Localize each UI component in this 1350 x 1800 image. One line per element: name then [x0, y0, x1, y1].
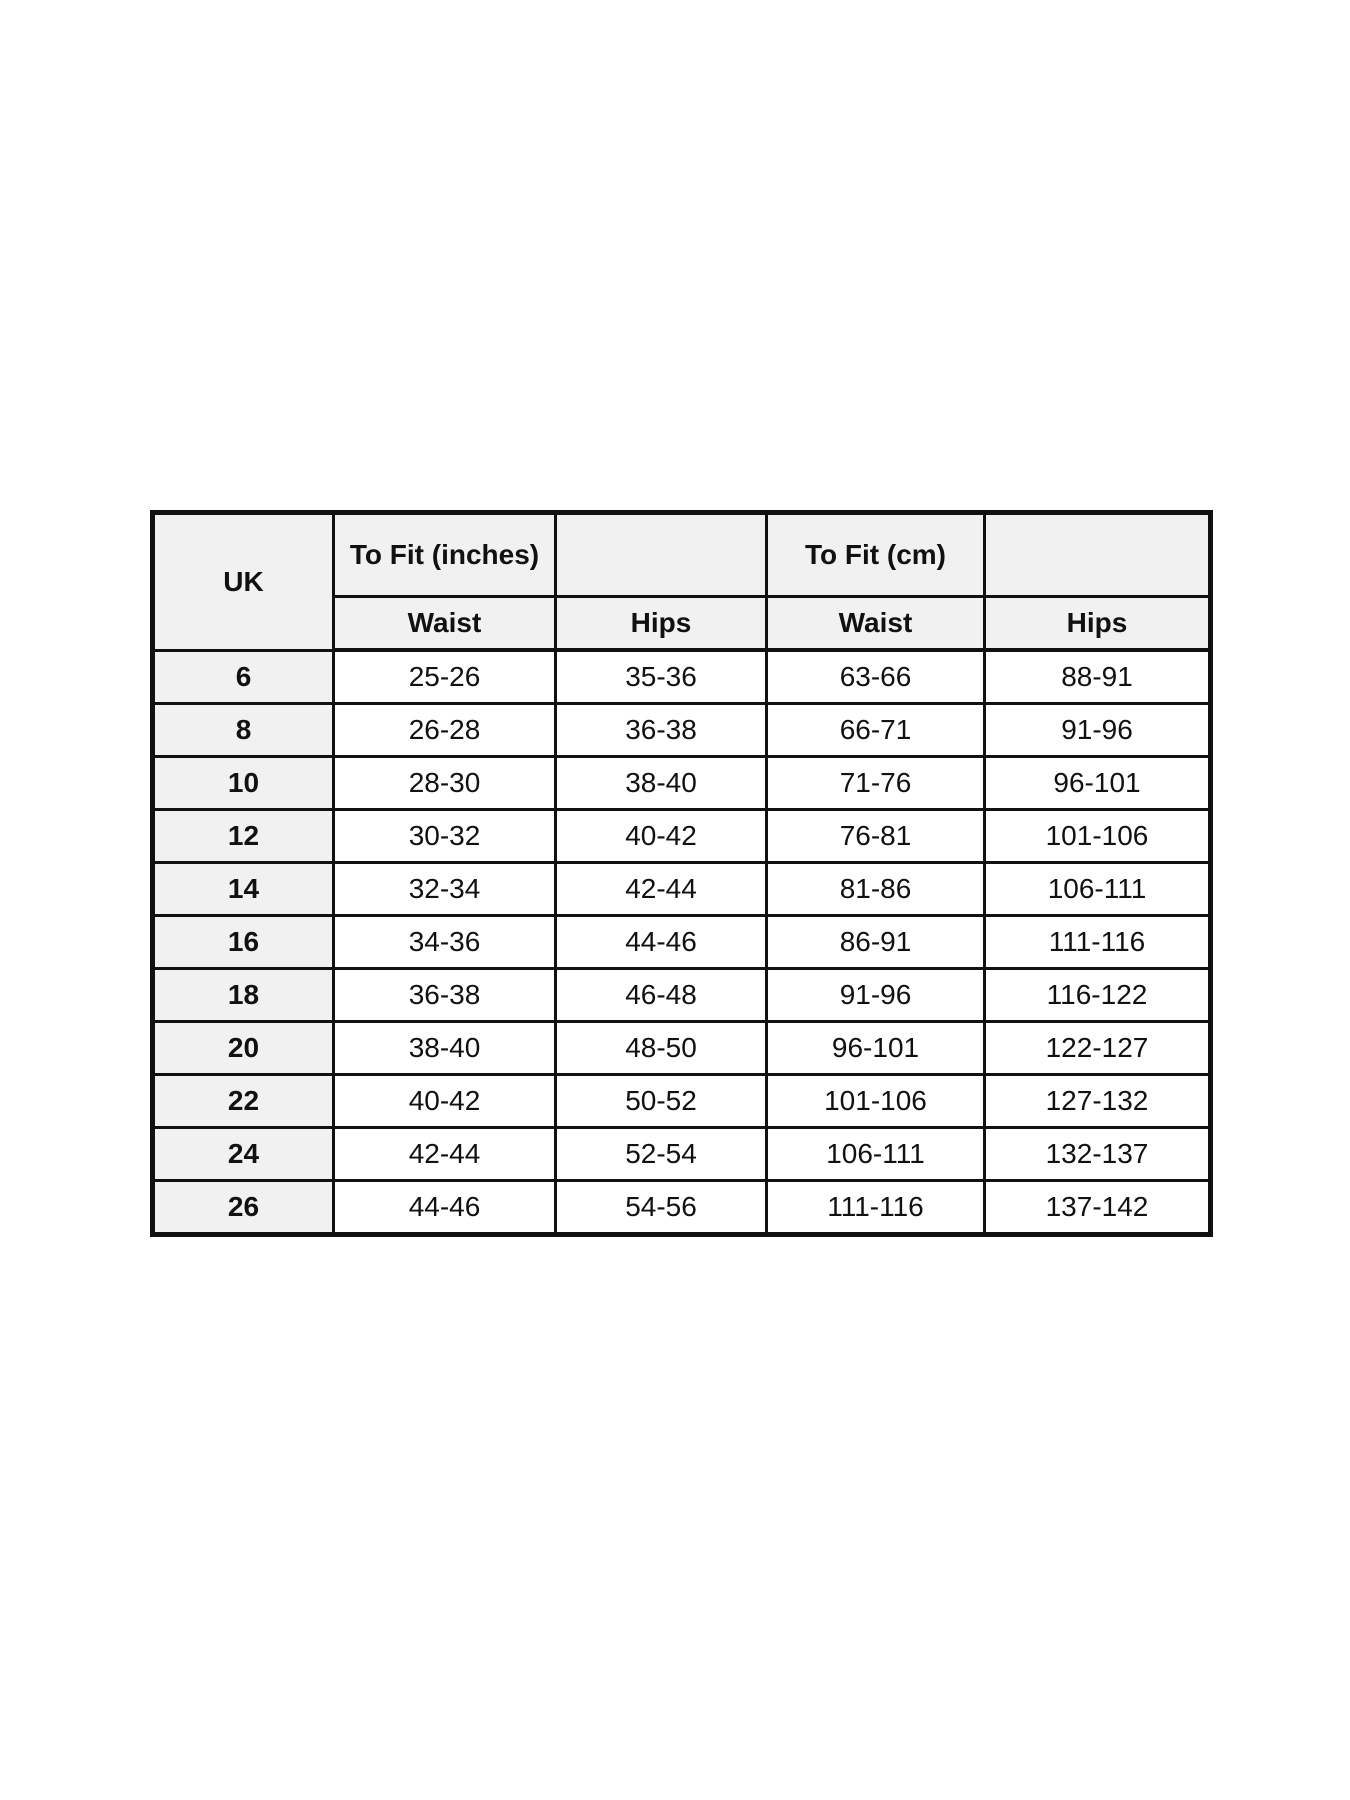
hips-cm-cell: 132-137	[983, 1126, 1212, 1182]
table-row: 10 28-30 38-40 71-76 96-101	[151, 755, 1212, 811]
hips-cm-cell: 137-142	[983, 1179, 1212, 1236]
table-row: 22 40-42 50-52 101-106 127-132	[151, 1073, 1212, 1129]
hips-cm-cell: 106-111	[983, 861, 1212, 917]
header-sub-row: Waist Hips Waist Hips	[153, 595, 1212, 652]
size-rows-body: 6 25-26 35-36 63-66 88-91 8 26-28 36-38 66-71 91-…	[151, 648, 1212, 1236]
hips-inches-cell: 48-50	[554, 1020, 768, 1076]
size-chart-container: UK To Fit (inches) To Fit (cm) Waist Hip…	[150, 510, 1213, 1237]
hips-cm-cell: 116-122	[983, 967, 1212, 1023]
hips-inches-cell: 46-48	[554, 967, 768, 1023]
uk-size-cell: 10	[151, 755, 335, 811]
header-group-row: UK To Fit (inches) To Fit (cm)	[151, 511, 1212, 652]
hips-inches-cell: 42-44	[554, 861, 768, 917]
waist-cm-cell: 66-71	[765, 702, 986, 758]
table-row: 16 34-36 44-46 86-91 111-116	[151, 914, 1212, 970]
hips-cm-cell: 111-116	[983, 914, 1212, 970]
waist-inches-cell: 32-34	[332, 861, 557, 917]
uk-size-cell: 20	[151, 1020, 335, 1076]
hips-inches-cell: 54-56	[554, 1179, 768, 1236]
waist-inches-cell: 28-30	[332, 755, 557, 811]
waist-inches-cell: 30-32	[332, 808, 557, 864]
table-row: 26 44-46 54-56 111-116 137-142	[151, 1179, 1212, 1236]
waist-cm-cell: 91-96	[765, 967, 986, 1023]
waist-inches-cell: 26-28	[332, 702, 557, 758]
uk-size-cell: 14	[151, 861, 335, 917]
hips-cm-cell: 127-132	[983, 1073, 1212, 1129]
waist-cm-cell: 86-91	[765, 914, 986, 970]
header-hips-cm: Hips	[983, 595, 1212, 652]
uk-size-cell: 22	[151, 1073, 335, 1129]
hips-inches-cell: 40-42	[554, 808, 768, 864]
waist-cm-cell: 111-116	[765, 1179, 986, 1236]
uk-size-cell: 16	[151, 914, 335, 970]
uk-size-cell: 12	[151, 808, 335, 864]
header-inches-spacer	[554, 511, 768, 598]
waist-inches-cell: 36-38	[332, 967, 557, 1023]
header-waist-inches: Waist	[332, 595, 557, 652]
table-row: 20 38-40 48-50 96-101 122-127	[151, 1020, 1212, 1076]
header-hips-inches: Hips	[554, 595, 768, 652]
waist-inches-cell: 38-40	[332, 1020, 557, 1076]
table-row: 6 25-26 35-36 63-66 88-91	[151, 648, 1212, 705]
waist-inches-cell: 40-42	[332, 1073, 557, 1129]
table-row: 8 26-28 36-38 66-71 91-96	[151, 702, 1212, 758]
header-waist-cm: Waist	[765, 595, 986, 652]
hips-cm-cell: 96-101	[983, 755, 1212, 811]
uk-size-cell: 24	[151, 1126, 335, 1182]
table-row: 24 42-44 52-54 106-111 132-137	[151, 1126, 1212, 1182]
waist-cm-cell: 71-76	[765, 755, 986, 811]
waist-cm-cell: 106-111	[765, 1126, 986, 1182]
header-uk: UK	[151, 511, 335, 652]
waist-inches-cell: 34-36	[332, 914, 557, 970]
table-row: 18 36-38 46-48 91-96 116-122	[151, 967, 1212, 1023]
uk-size-cell: 6	[151, 648, 335, 705]
waist-cm-cell: 81-86	[765, 861, 986, 917]
hips-cm-cell: 91-96	[983, 702, 1212, 758]
header-cm-spacer	[983, 511, 1212, 598]
waist-inches-cell: 44-46	[332, 1179, 557, 1236]
header-to-fit-inches: To Fit (inches)	[332, 511, 557, 598]
waist-cm-cell: 96-101	[765, 1020, 986, 1076]
hips-cm-cell: 122-127	[983, 1020, 1212, 1076]
waist-inches-cell: 42-44	[332, 1126, 557, 1182]
waist-cm-cell: 101-106	[765, 1073, 986, 1129]
header-to-fit-cm: To Fit (cm)	[765, 511, 986, 598]
hips-cm-cell: 88-91	[983, 648, 1212, 705]
uk-size-cell: 8	[151, 702, 335, 758]
hips-inches-cell: 50-52	[554, 1073, 768, 1129]
waist-cm-cell: 76-81	[765, 808, 986, 864]
waist-cm-cell: 63-66	[765, 648, 986, 705]
hips-inches-cell: 52-54	[554, 1126, 768, 1182]
hips-inches-cell: 36-38	[554, 702, 768, 758]
hips-inches-cell: 38-40	[554, 755, 768, 811]
hips-inches-cell: 44-46	[554, 914, 768, 970]
uk-size-cell: 26	[151, 1179, 335, 1236]
hips-inches-cell: 35-36	[554, 648, 768, 705]
size-chart-table: UK To Fit (inches) To Fit (cm) Waist Hip…	[150, 510, 1213, 1237]
table-row: 12 30-32 40-42 76-81 101-106	[151, 808, 1212, 864]
uk-size-cell: 18	[151, 967, 335, 1023]
table-row: 14 32-34 42-44 81-86 106-111	[151, 861, 1212, 917]
hips-cm-cell: 101-106	[983, 808, 1212, 864]
waist-inches-cell: 25-26	[332, 648, 557, 705]
